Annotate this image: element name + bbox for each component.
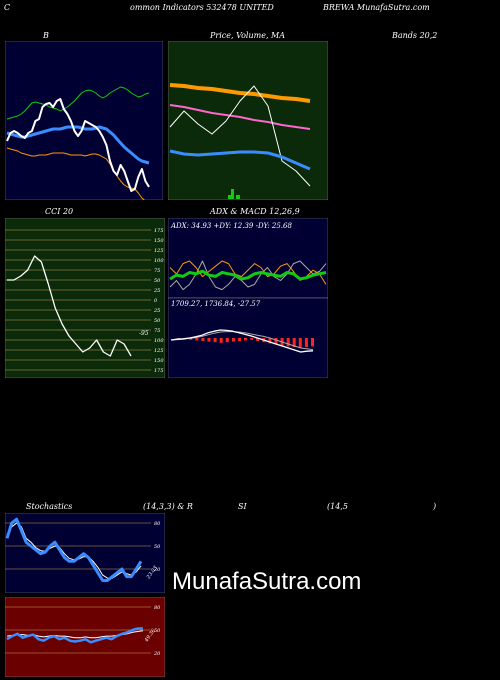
cci-tick-label: 0: [154, 298, 158, 304]
price-background: [168, 41, 328, 200]
cci-tick-label: 50: [154, 278, 161, 284]
cci-grid: 175 150 125 100 75 50 25 0 25 50 75 100 125 150 175: [5, 228, 164, 374]
macd-histogram-bar: [195, 338, 199, 341]
macd-histogram-bar: [225, 338, 229, 343]
header-left: C: [4, 3, 11, 12]
upper-band-line: [6, 86, 150, 120]
bollinger-background: [5, 41, 163, 200]
title-si-params: (14,5: [327, 502, 348, 511]
cci-tick-label: 25: [153, 308, 160, 314]
title-cci: CCI 20: [45, 207, 74, 216]
cci-tick-label: 175: [154, 368, 164, 374]
lower-band-line: [6, 147, 146, 200]
macd-histogram-bar: [177, 338, 181, 339]
macd-histogram-bar: [213, 338, 217, 343]
cci-tick-label: 175: [154, 228, 164, 234]
title-close-paren: ): [433, 502, 437, 511]
macd-histogram-bar: [298, 338, 302, 348]
ma-mid-line: [169, 104, 311, 130]
adx-lines: [169, 260, 327, 291]
cci-tick-label: 100: [154, 338, 164, 344]
rsi-grid: 80 50 20: [5, 605, 161, 657]
adx-macd-panel: ADX: 34.93 +DY: 12.39 -DY: 25.68 1709.27…: [168, 218, 328, 378]
title-stoch-params: (14,3,3) & R: [143, 502, 193, 511]
stoch-grid: 80 50 20: [5, 521, 161, 573]
cci-panel: 175 150 125 100 75 50 25 0 25 50 75 100 125 150 175 -9…: [5, 218, 165, 378]
macd-histogram-bar: [244, 338, 247, 341]
cci-tick-label: 125: [154, 348, 164, 354]
rsi-lines: [6, 627, 144, 644]
close-line: [169, 85, 311, 187]
title-stoch: Stochastics: [26, 502, 73, 511]
volume-bar: [231, 189, 234, 199]
macd-histogram-bar: [274, 338, 278, 345]
osc-tick-label: 50: [154, 628, 161, 634]
adx-background: [168, 218, 328, 299]
cci-tick-label: 150: [154, 238, 164, 244]
macd-histogram-bar: [311, 338, 314, 347]
cci-line: [7, 255, 132, 357]
macd-histogram-bar: [231, 338, 235, 342]
cci-tick-label: 50: [154, 318, 161, 324]
ma-short-line: [169, 149, 311, 171]
macd-histogram-bar: [189, 338, 193, 340]
cci-tick-label: 25: [153, 288, 160, 294]
macd-histogram-bar: [268, 338, 272, 344]
macd-histogram-bar: [250, 338, 254, 340]
watermark: MunafaSutra.com: [172, 568, 362, 595]
macd-histogram-bar: [256, 338, 260, 341]
osc-tick-label: 80: [154, 605, 161, 611]
macd-lines: [170, 329, 314, 353]
macd-readout: 1709.27, 1736.84, -27.57: [171, 300, 261, 308]
adx-line: [169, 269, 327, 281]
title-b: B: [43, 31, 49, 40]
signal-line: [170, 331, 314, 351]
rsi-line: [6, 627, 143, 644]
osc-tick-label: 50: [154, 544, 161, 550]
macd-histogram-bar: [292, 338, 296, 347]
osc-tick-label: 20: [153, 567, 161, 573]
cci-tick-label: 150: [154, 358, 164, 364]
title-adx-macd: ADX & MACD 12,26,9: [210, 207, 300, 216]
stoch-lines: [5, 517, 143, 582]
macd-histogram-bar: [201, 338, 205, 341]
macd-histogram-bar: [304, 338, 308, 347]
macd-line: [170, 329, 314, 353]
osc-tick-label: 80: [154, 521, 161, 527]
price-panel: [168, 41, 328, 200]
ma-long-line: [169, 83, 311, 103]
cci-tick-label: 75: [154, 268, 160, 274]
title-bands: Bands 20,2: [392, 31, 438, 40]
title-price: Price, Volume, MA: [210, 31, 286, 40]
cci-background: [5, 218, 165, 378]
header-title: ommon Indicators 532478 UNITED: [130, 3, 274, 12]
bollinger-lines: [6, 86, 150, 200]
title-si: SI: [238, 502, 247, 511]
cci-line: [7, 255, 132, 357]
volume-bar: [228, 195, 232, 199]
volume-bar: [236, 195, 240, 199]
bollinger-panel: [5, 41, 163, 200]
price-lines: [169, 83, 311, 187]
cci-tick-label: 125: [154, 248, 164, 254]
middle-band-line: [6, 125, 150, 165]
header-right: BREWA MunafaSutra.com: [323, 3, 430, 12]
macd-histogram-bar: [219, 338, 223, 343]
macd-histogram-bar: [238, 338, 241, 341]
cci-value-label: -95: [139, 330, 149, 337]
macd-histogram-bar: [286, 338, 290, 347]
osc-tick-label: 20: [153, 651, 161, 657]
adx-readout: ADX: 34.93 +DY: 12.39 -DY: 25.68: [170, 222, 292, 230]
cci-tick-label: 75: [154, 328, 160, 334]
close-line: [6, 98, 150, 192]
stoch-k-line: [5, 517, 143, 582]
macd-histogram-bar: [207, 338, 211, 342]
cci-tick-label: 100: [154, 258, 164, 264]
